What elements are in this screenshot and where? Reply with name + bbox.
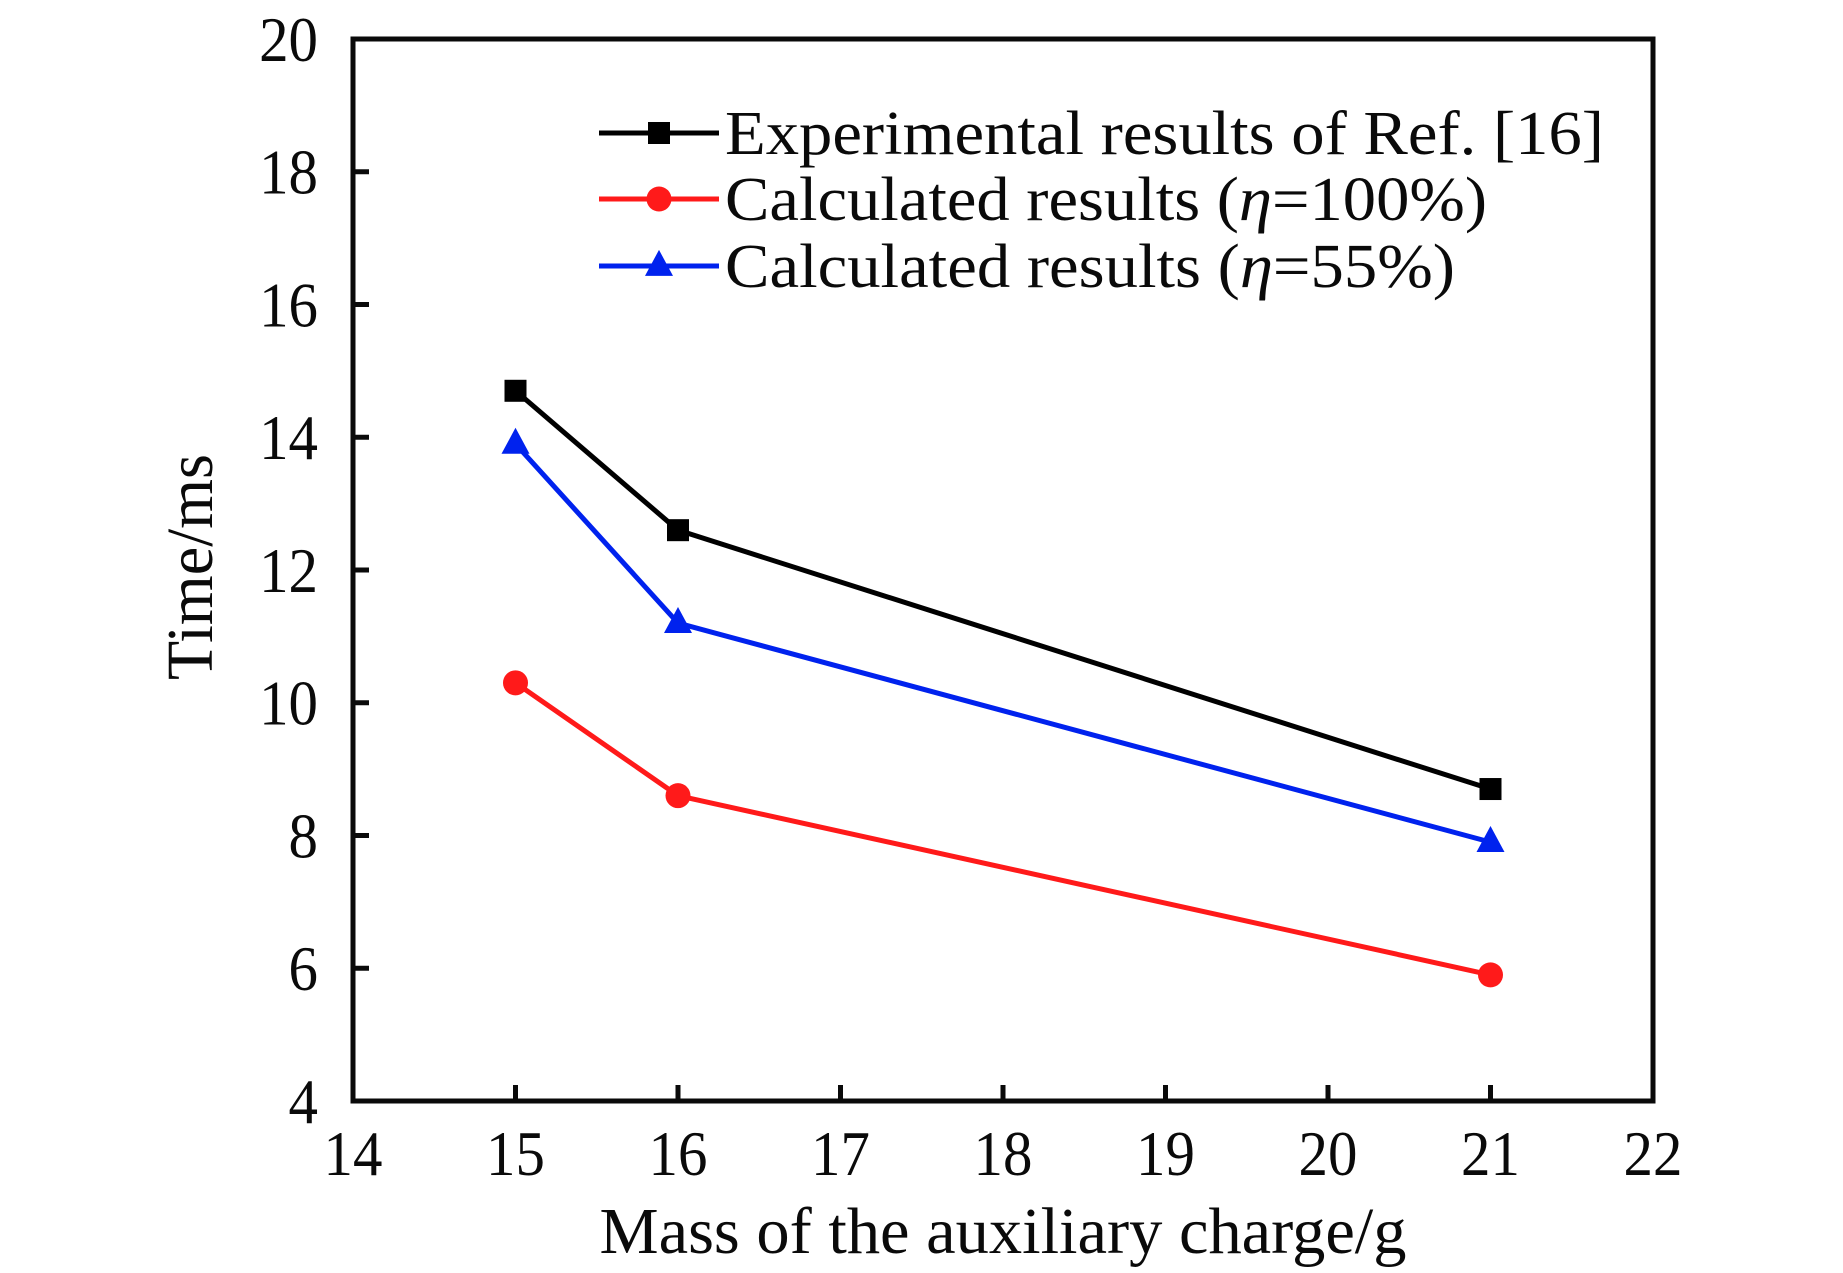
x-tick-label: 16 (649, 1119, 708, 1190)
legend-label-text: =55%) (1273, 233, 1455, 301)
legend-item: Experimental results of Ref. [16] (599, 100, 1604, 168)
legend-label-text: Experimental results of Ref. [16] (725, 100, 1604, 168)
legend-label-symbol: η (1239, 166, 1272, 234)
data-point-triangle (501, 427, 530, 454)
series-2 (501, 427, 1505, 853)
x-tick-label: 14 (324, 1119, 383, 1190)
y-tick-label: 20 (259, 5, 318, 76)
legend-label: Experimental results of Ref. [16] (725, 100, 1604, 168)
y-tick-label: 18 (259, 138, 318, 209)
data-point-square (1479, 778, 1502, 801)
y-tick-label: 6 (289, 934, 318, 1005)
legend: Experimental results of Ref. [16]Calcula… (599, 100, 1604, 301)
legend-item: Calculated results (η=100%) (599, 166, 1487, 234)
series-line (514, 680, 1492, 978)
x-tick-label: 18 (974, 1119, 1033, 1190)
y-tick-label: 12 (259, 536, 318, 607)
data-point-triangle (664, 606, 692, 633)
y-axis-title: Time/ms (154, 454, 227, 680)
series-line (513, 388, 1492, 792)
y-axis-ticks: 4 6 8 10 12 14 16 18 20 (259, 5, 369, 1138)
x-tick-label: 20 (1299, 1119, 1358, 1190)
series-layer (501, 379, 1505, 988)
series-1 (503, 670, 1503, 988)
data-point-circle (503, 670, 528, 696)
legend-marker-circle (646, 186, 672, 212)
x-tick-label: 19 (1136, 1119, 1195, 1190)
data-point-square (667, 519, 689, 542)
data-point-circle (1478, 962, 1503, 988)
legend-marker-square (648, 122, 670, 144)
legend-item: Calculated results (η=55%) (599, 233, 1455, 301)
data-point-circle (665, 783, 691, 809)
legend-label-text: Calculated results ( (725, 166, 1239, 234)
x-tick-label: 15 (486, 1119, 545, 1190)
legend-label: Calculated results (η=55%) (725, 233, 1455, 301)
y-tick-label: 16 (259, 270, 318, 341)
x-tick-label: 22 (1624, 1119, 1683, 1190)
x-tick-label: 21 (1461, 1119, 1520, 1190)
series-0 (504, 379, 1502, 801)
legend-label: Calculated results (η=100%) (725, 166, 1487, 234)
y-tick-label: 8 (289, 801, 318, 872)
y-tick-label: 14 (259, 403, 318, 474)
y-tick-label: 4 (289, 1067, 318, 1138)
legend-label-text: Calculated results ( (725, 233, 1240, 301)
legend-label-symbol: η (1240, 233, 1273, 301)
x-axis-title: Mass of the auxiliary charge/g (600, 1195, 1407, 1268)
x-tick-label: 17 (811, 1119, 870, 1190)
x-axis-ticks: 14 15 16 17 18 19 20 21 22 (324, 1085, 1683, 1190)
legend-label-text: =100%) (1272, 166, 1487, 234)
legend-marker-triangle (645, 249, 673, 276)
data-point-square (504, 379, 527, 402)
data-point-triangle (1476, 826, 1505, 853)
y-tick-label: 10 (259, 669, 318, 740)
